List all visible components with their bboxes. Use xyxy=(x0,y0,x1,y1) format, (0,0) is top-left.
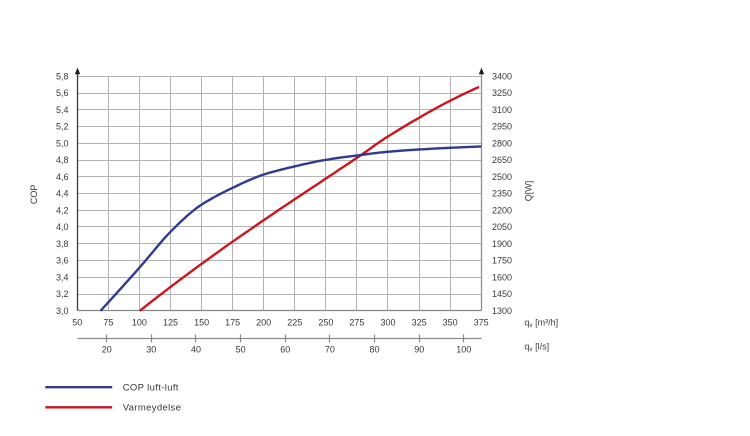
svg-text:2500: 2500 xyxy=(492,172,512,182)
svg-text:3,8: 3,8 xyxy=(56,239,69,249)
svg-text:4,2: 4,2 xyxy=(56,206,69,216)
svg-text:1750: 1750 xyxy=(492,256,512,266)
svg-text:75: 75 xyxy=(103,318,113,328)
svg-text:375: 375 xyxy=(474,318,489,328)
svg-text:2950: 2950 xyxy=(492,122,512,132)
svg-text:3,6: 3,6 xyxy=(56,256,69,266)
svg-text:4,8: 4,8 xyxy=(56,155,69,165)
svg-text:5,6: 5,6 xyxy=(56,88,69,98)
svg-text:2050: 2050 xyxy=(492,222,512,232)
svg-text:2800: 2800 xyxy=(492,138,512,148)
svg-text:325: 325 xyxy=(412,318,427,328)
svg-text:4,4: 4,4 xyxy=(56,189,69,199)
svg-text:4,6: 4,6 xyxy=(56,172,69,182)
svg-text:3400: 3400 xyxy=(492,71,512,81)
svg-text:1450: 1450 xyxy=(492,289,512,299)
svg-text:5,2: 5,2 xyxy=(56,122,69,132)
svg-text:5,0: 5,0 xyxy=(56,138,69,148)
svg-text:3,2: 3,2 xyxy=(56,289,69,299)
svg-text:50: 50 xyxy=(236,345,246,355)
svg-text:1900: 1900 xyxy=(492,239,512,249)
svg-text:40: 40 xyxy=(191,345,201,355)
svg-text:4,0: 4,0 xyxy=(56,222,69,232)
svg-text:3100: 3100 xyxy=(492,105,512,115)
svg-text:50: 50 xyxy=(72,318,82,328)
svg-text:3,4: 3,4 xyxy=(56,273,69,283)
svg-text:60: 60 xyxy=(280,345,290,355)
svg-text:COP: COP xyxy=(29,185,39,205)
svg-text:100: 100 xyxy=(456,345,471,355)
svg-text:3250: 3250 xyxy=(492,88,512,98)
svg-text:Q[W]: Q[W] xyxy=(523,181,533,202)
svg-text:2200: 2200 xyxy=(492,206,512,216)
svg-text:300: 300 xyxy=(380,318,395,328)
svg-text:80: 80 xyxy=(369,345,379,355)
svg-text:2650: 2650 xyxy=(492,155,512,165)
svg-text:275: 275 xyxy=(349,318,364,328)
svg-text:Varmeydelse: Varmeydelse xyxy=(123,403,182,414)
svg-text:125: 125 xyxy=(163,318,178,328)
svg-text:30: 30 xyxy=(146,345,156,355)
svg-text:70: 70 xyxy=(325,345,335,355)
svg-text:200: 200 xyxy=(256,318,271,328)
svg-text:20: 20 xyxy=(102,345,112,355)
svg-text:qv [m³/h]: qv [m³/h] xyxy=(524,318,558,330)
svg-text:COP luft-luft: COP luft-luft xyxy=(123,383,179,394)
svg-text:250: 250 xyxy=(318,318,333,328)
svg-text:175: 175 xyxy=(225,318,240,328)
svg-text:100: 100 xyxy=(132,318,147,328)
svg-text:2350: 2350 xyxy=(492,189,512,199)
svg-text:3,0: 3,0 xyxy=(56,306,69,316)
svg-text:350: 350 xyxy=(443,318,458,328)
svg-text:90: 90 xyxy=(414,345,424,355)
svg-text:225: 225 xyxy=(287,318,302,328)
svg-text:150: 150 xyxy=(194,318,209,328)
svg-text:qv [l/s]: qv [l/s] xyxy=(524,342,549,354)
svg-text:1300: 1300 xyxy=(492,306,512,316)
svg-text:5,8: 5,8 xyxy=(56,71,69,81)
svg-text:5,4: 5,4 xyxy=(56,105,69,115)
svg-text:1600: 1600 xyxy=(492,273,512,283)
